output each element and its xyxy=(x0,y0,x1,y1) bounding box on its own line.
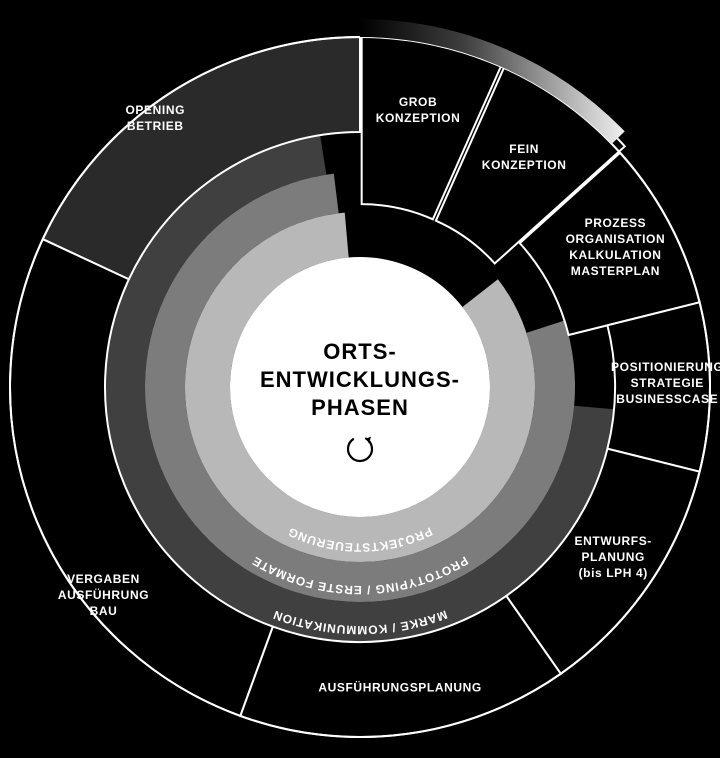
phase-wheel: GROBKONZEPTIONFEINKONZEPTIONPROZESSORGAN… xyxy=(0,0,720,758)
label-ausfuehrungsplanung: AUSFÜHRUNGSPLANUNG xyxy=(318,680,481,695)
label-entwurfsplanung: ENTWURFS-PLANUNG(bis LPH 4) xyxy=(575,534,652,580)
